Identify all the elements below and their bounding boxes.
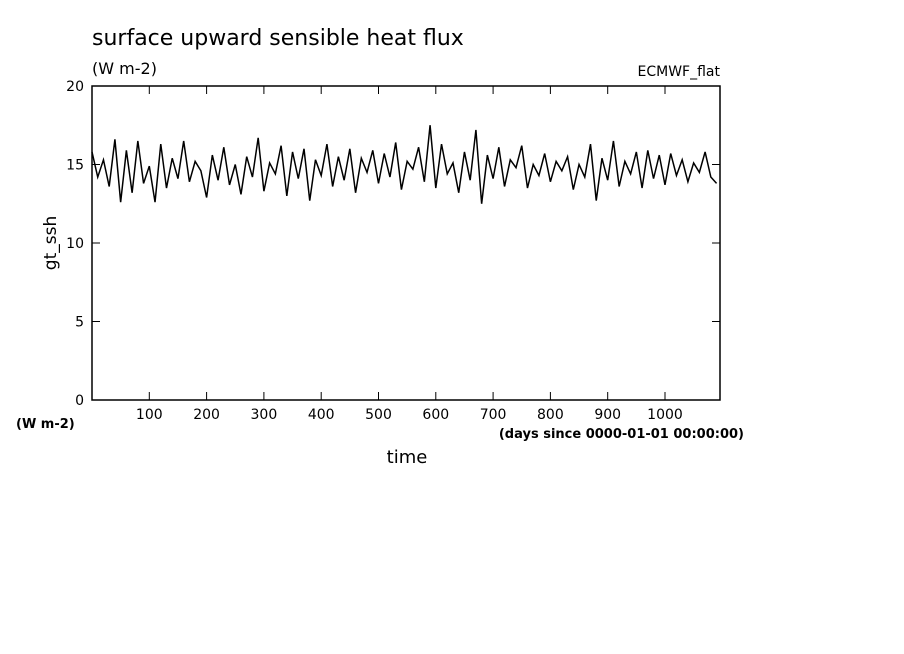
y-tick-label: 0 — [75, 393, 84, 409]
x-tick-label: 600 — [422, 407, 449, 423]
x-tick-label: 1000 — [647, 407, 683, 423]
y-tick-label: 5 — [75, 315, 84, 331]
x-tick-label: 100 — [136, 407, 163, 423]
x-tick-label: 400 — [308, 407, 335, 423]
x-tick-label: 700 — [480, 407, 507, 423]
x-tick-label: 300 — [251, 407, 278, 423]
y-tick-label: 10 — [66, 236, 84, 252]
x-axis-label: time — [387, 447, 428, 468]
x-unit: (days since 0000-01-01 00:00:00) — [499, 427, 744, 442]
x-tick-label: 200 — [193, 407, 220, 423]
chart-subtitle: (W m-2) — [92, 59, 157, 78]
x-tick-label: 800 — [537, 407, 564, 423]
chart-title: surface upward sensible heat flux — [92, 26, 464, 51]
y-axis-label: gt_ssh — [41, 216, 61, 270]
y-unit: (W m-2) — [16, 417, 75, 432]
x-tick-label: 500 — [365, 407, 392, 423]
y-tick-label: 20 — [66, 79, 84, 95]
annotation: ECMWF_flat — [638, 64, 721, 80]
plot-frame — [91, 85, 721, 401]
x-tick-label: 900 — [594, 407, 621, 423]
y-tick-label: 15 — [66, 158, 84, 174]
data-line — [91, 125, 718, 204]
